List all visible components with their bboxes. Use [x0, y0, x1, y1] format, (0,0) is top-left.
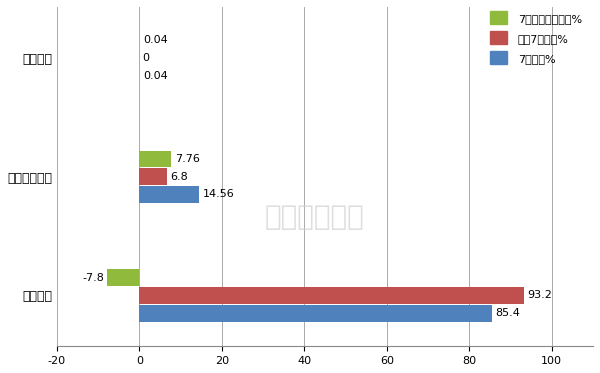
Text: 电动卡车观察: 电动卡车观察: [265, 203, 364, 231]
Bar: [139, 305, 491, 322]
Text: 0.04: 0.04: [143, 35, 167, 45]
Text: 85.4: 85.4: [495, 308, 520, 318]
Bar: [139, 287, 524, 304]
Bar: [139, 151, 172, 167]
Bar: [107, 269, 139, 286]
Text: 7.76: 7.76: [175, 154, 199, 164]
Text: 6.8: 6.8: [170, 172, 188, 182]
Text: 0.04: 0.04: [143, 70, 167, 81]
Bar: [139, 186, 199, 203]
Text: -7.8: -7.8: [82, 273, 104, 283]
Legend: 7月占比同比增减%, 去年7月占比%, 7月占比%: 7月占比同比增减%, 去年7月占比%, 7月占比%: [486, 7, 586, 68]
Text: 14.56: 14.56: [203, 189, 235, 199]
Bar: [139, 168, 167, 185]
Text: 0: 0: [143, 53, 149, 63]
Text: 93.2: 93.2: [527, 291, 552, 300]
